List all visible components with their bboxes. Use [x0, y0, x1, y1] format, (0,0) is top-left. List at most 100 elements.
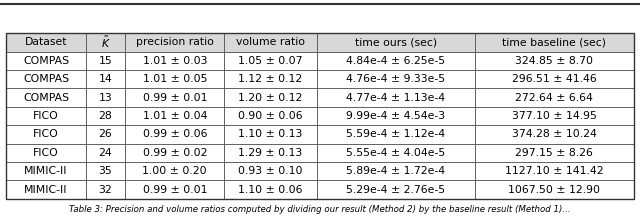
Bar: [224, 144, 317, 162]
Text: COMPAS: COMPAS: [23, 93, 69, 103]
Text: COMPAS: COMPAS: [23, 74, 69, 84]
Text: Dataset: Dataset: [25, 37, 67, 47]
Bar: [317, 51, 475, 70]
Text: COMPAS: COMPAS: [23, 56, 69, 66]
Bar: [125, 125, 224, 144]
Text: 296.51 ± 41.46: 296.51 ± 41.46: [512, 74, 596, 84]
Text: 4.77e-4 ± 1.13e-4: 4.77e-4 ± 1.13e-4: [346, 93, 445, 103]
Text: 1127.10 ± 141.42: 1127.10 ± 141.42: [505, 166, 604, 176]
Bar: [86, 33, 125, 51]
Bar: [125, 70, 224, 88]
Bar: [475, 162, 634, 181]
Text: 0.99 ± 0.06: 0.99 ± 0.06: [143, 130, 207, 139]
Bar: [224, 51, 317, 70]
Text: 1.01 ± 0.03: 1.01 ± 0.03: [143, 56, 207, 66]
Text: 0.99 ± 0.02: 0.99 ± 0.02: [143, 148, 207, 158]
Text: FICO: FICO: [33, 130, 59, 139]
Text: 35: 35: [99, 166, 112, 176]
Bar: [6, 144, 86, 162]
Text: 5.55e-4 ± 4.04e-5: 5.55e-4 ± 4.04e-5: [346, 148, 445, 158]
Text: FICO: FICO: [33, 148, 59, 158]
Bar: [224, 162, 317, 181]
Bar: [125, 88, 224, 107]
Text: 1.01 ± 0.04: 1.01 ± 0.04: [143, 111, 207, 121]
Bar: [125, 107, 224, 125]
Bar: [224, 125, 317, 144]
Bar: [6, 162, 86, 181]
Text: 1.10 ± 0.13: 1.10 ± 0.13: [238, 130, 303, 139]
Bar: [6, 70, 86, 88]
Bar: [317, 33, 475, 51]
Text: 272.64 ± 6.64: 272.64 ± 6.64: [515, 93, 593, 103]
Bar: [224, 70, 317, 88]
Text: 297.15 ± 8.26: 297.15 ± 8.26: [515, 148, 593, 158]
Text: 5.89e-4 ± 1.72e-4: 5.89e-4 ± 1.72e-4: [346, 166, 445, 176]
Text: 9.99e-4 ± 4.54e-3: 9.99e-4 ± 4.54e-3: [346, 111, 445, 121]
Bar: [6, 88, 86, 107]
Text: 324.85 ± 8.70: 324.85 ± 8.70: [515, 56, 593, 66]
Text: 26: 26: [99, 130, 112, 139]
Bar: [125, 33, 224, 51]
Bar: [317, 107, 475, 125]
Text: 4.76e-4 ± 9.33e-5: 4.76e-4 ± 9.33e-5: [346, 74, 445, 84]
Text: 5.29e-4 ± 2.76e-5: 5.29e-4 ± 2.76e-5: [346, 185, 445, 195]
Bar: [125, 51, 224, 70]
Text: time baseline (sec): time baseline (sec): [502, 37, 606, 47]
Text: 1067.50 ± 12.90: 1067.50 ± 12.90: [508, 185, 600, 195]
Text: 0.99 ± 0.01: 0.99 ± 0.01: [143, 185, 207, 195]
Bar: [125, 162, 224, 181]
Text: 1.20 ± 0.12: 1.20 ± 0.12: [238, 93, 303, 103]
Bar: [475, 181, 634, 199]
Bar: [475, 33, 634, 51]
Bar: [475, 144, 634, 162]
Bar: [6, 51, 86, 70]
Bar: [86, 181, 125, 199]
Text: 0.93 ± 0.10: 0.93 ± 0.10: [238, 166, 303, 176]
Bar: [6, 33, 634, 199]
Bar: [224, 181, 317, 199]
Bar: [317, 181, 475, 199]
Text: FICO: FICO: [33, 111, 59, 121]
Text: 32: 32: [99, 185, 112, 195]
Text: 5.59e-4 ± 1.12e-4: 5.59e-4 ± 1.12e-4: [346, 130, 445, 139]
Text: Table 3: Precision and volume ratios computed by dividing our result (Method 2) : Table 3: Precision and volume ratios com…: [69, 205, 571, 214]
Text: 1.01 ± 0.05: 1.01 ± 0.05: [143, 74, 207, 84]
Bar: [125, 181, 224, 199]
Text: 1.12 ± 0.12: 1.12 ± 0.12: [238, 74, 303, 84]
Bar: [86, 107, 125, 125]
Bar: [224, 88, 317, 107]
Text: 15: 15: [99, 56, 112, 66]
Text: 4.84e-4 ± 6.25e-5: 4.84e-4 ± 6.25e-5: [346, 56, 445, 66]
Text: 377.10 ± 14.95: 377.10 ± 14.95: [512, 111, 597, 121]
Bar: [475, 107, 634, 125]
Bar: [86, 51, 125, 70]
Text: MIMIC-II: MIMIC-II: [24, 166, 68, 176]
Bar: [475, 51, 634, 70]
Text: time ours (sec): time ours (sec): [355, 37, 437, 47]
Bar: [6, 181, 86, 199]
Bar: [86, 125, 125, 144]
Bar: [317, 144, 475, 162]
Text: 1.00 ± 0.20: 1.00 ± 0.20: [143, 166, 207, 176]
Text: 1.10 ± 0.06: 1.10 ± 0.06: [238, 185, 303, 195]
Bar: [317, 162, 475, 181]
Text: $\tilde{K}$: $\tilde{K}$: [100, 35, 110, 50]
Bar: [317, 70, 475, 88]
Text: volume ratio: volume ratio: [236, 37, 305, 47]
Bar: [86, 144, 125, 162]
Text: precision ratio: precision ratio: [136, 37, 214, 47]
Text: 28: 28: [99, 111, 112, 121]
Bar: [317, 88, 475, 107]
Text: 14: 14: [99, 74, 112, 84]
Text: 13: 13: [99, 93, 112, 103]
Text: 1.05 ± 0.07: 1.05 ± 0.07: [238, 56, 303, 66]
Bar: [86, 162, 125, 181]
Bar: [6, 125, 86, 144]
Bar: [6, 107, 86, 125]
Bar: [475, 70, 634, 88]
Text: 0.90 ± 0.06: 0.90 ± 0.06: [238, 111, 303, 121]
Bar: [86, 88, 125, 107]
Bar: [125, 144, 224, 162]
Bar: [6, 33, 86, 51]
Text: 0.99 ± 0.01: 0.99 ± 0.01: [143, 93, 207, 103]
